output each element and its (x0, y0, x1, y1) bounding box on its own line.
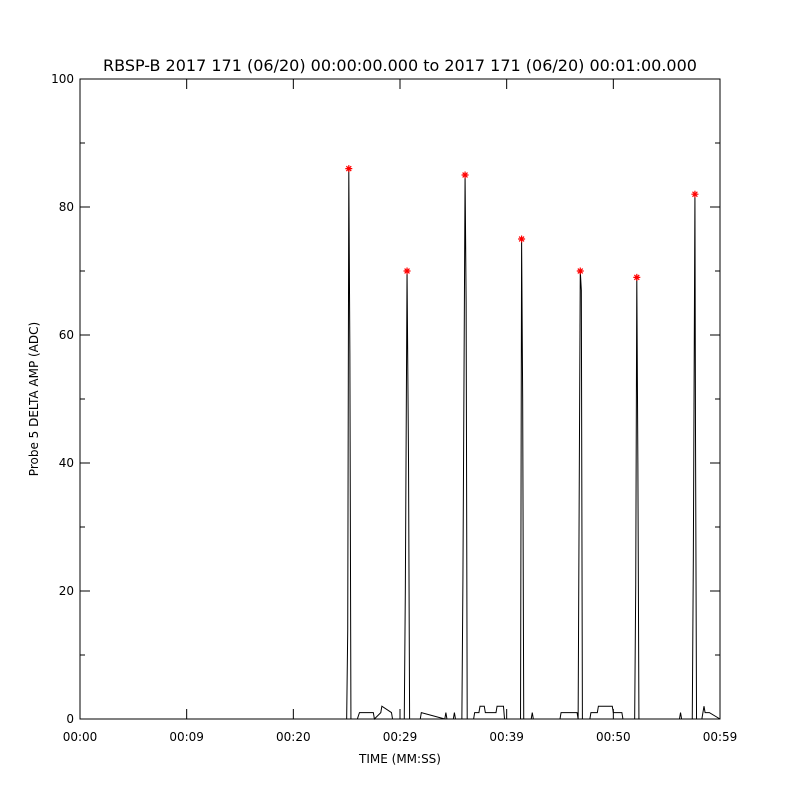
peak-marker (633, 273, 641, 281)
y-tick-label: 100 (51, 72, 74, 86)
peak-marker (345, 165, 353, 173)
x-tick-label: 00:00 (63, 730, 98, 744)
x-tick-label: 00:29 (383, 730, 418, 744)
y-tick-label: 0 (66, 712, 74, 726)
y-tick-label: 80 (59, 200, 74, 214)
x-tick-label: 00:39 (489, 730, 524, 744)
peak-marker (461, 171, 469, 179)
x-tick-label: 00:59 (703, 730, 738, 744)
peak-marker (691, 190, 699, 198)
y-tick-label: 20 (59, 584, 74, 598)
chart-title: RBSP-B 2017 171 (06/20) 00:00:00.000 to … (103, 56, 697, 75)
x-tick-label: 00:20 (276, 730, 311, 744)
peak-marker (576, 267, 584, 275)
y-tick-label: 40 (59, 456, 74, 470)
peak-marker (403, 267, 411, 275)
plot-frame (79, 78, 721, 720)
y-tick-label: 60 (59, 328, 74, 342)
x-axis-label: TIME (MM:SS) (358, 752, 441, 766)
trace-line (80, 168, 721, 721)
peak-marker (518, 235, 526, 243)
y-axis-label: Probe 5 DELTA AMP (ADC) (27, 322, 41, 476)
x-tick-label: 00:50 (596, 730, 631, 744)
x-tick-label: 00:09 (169, 730, 204, 744)
